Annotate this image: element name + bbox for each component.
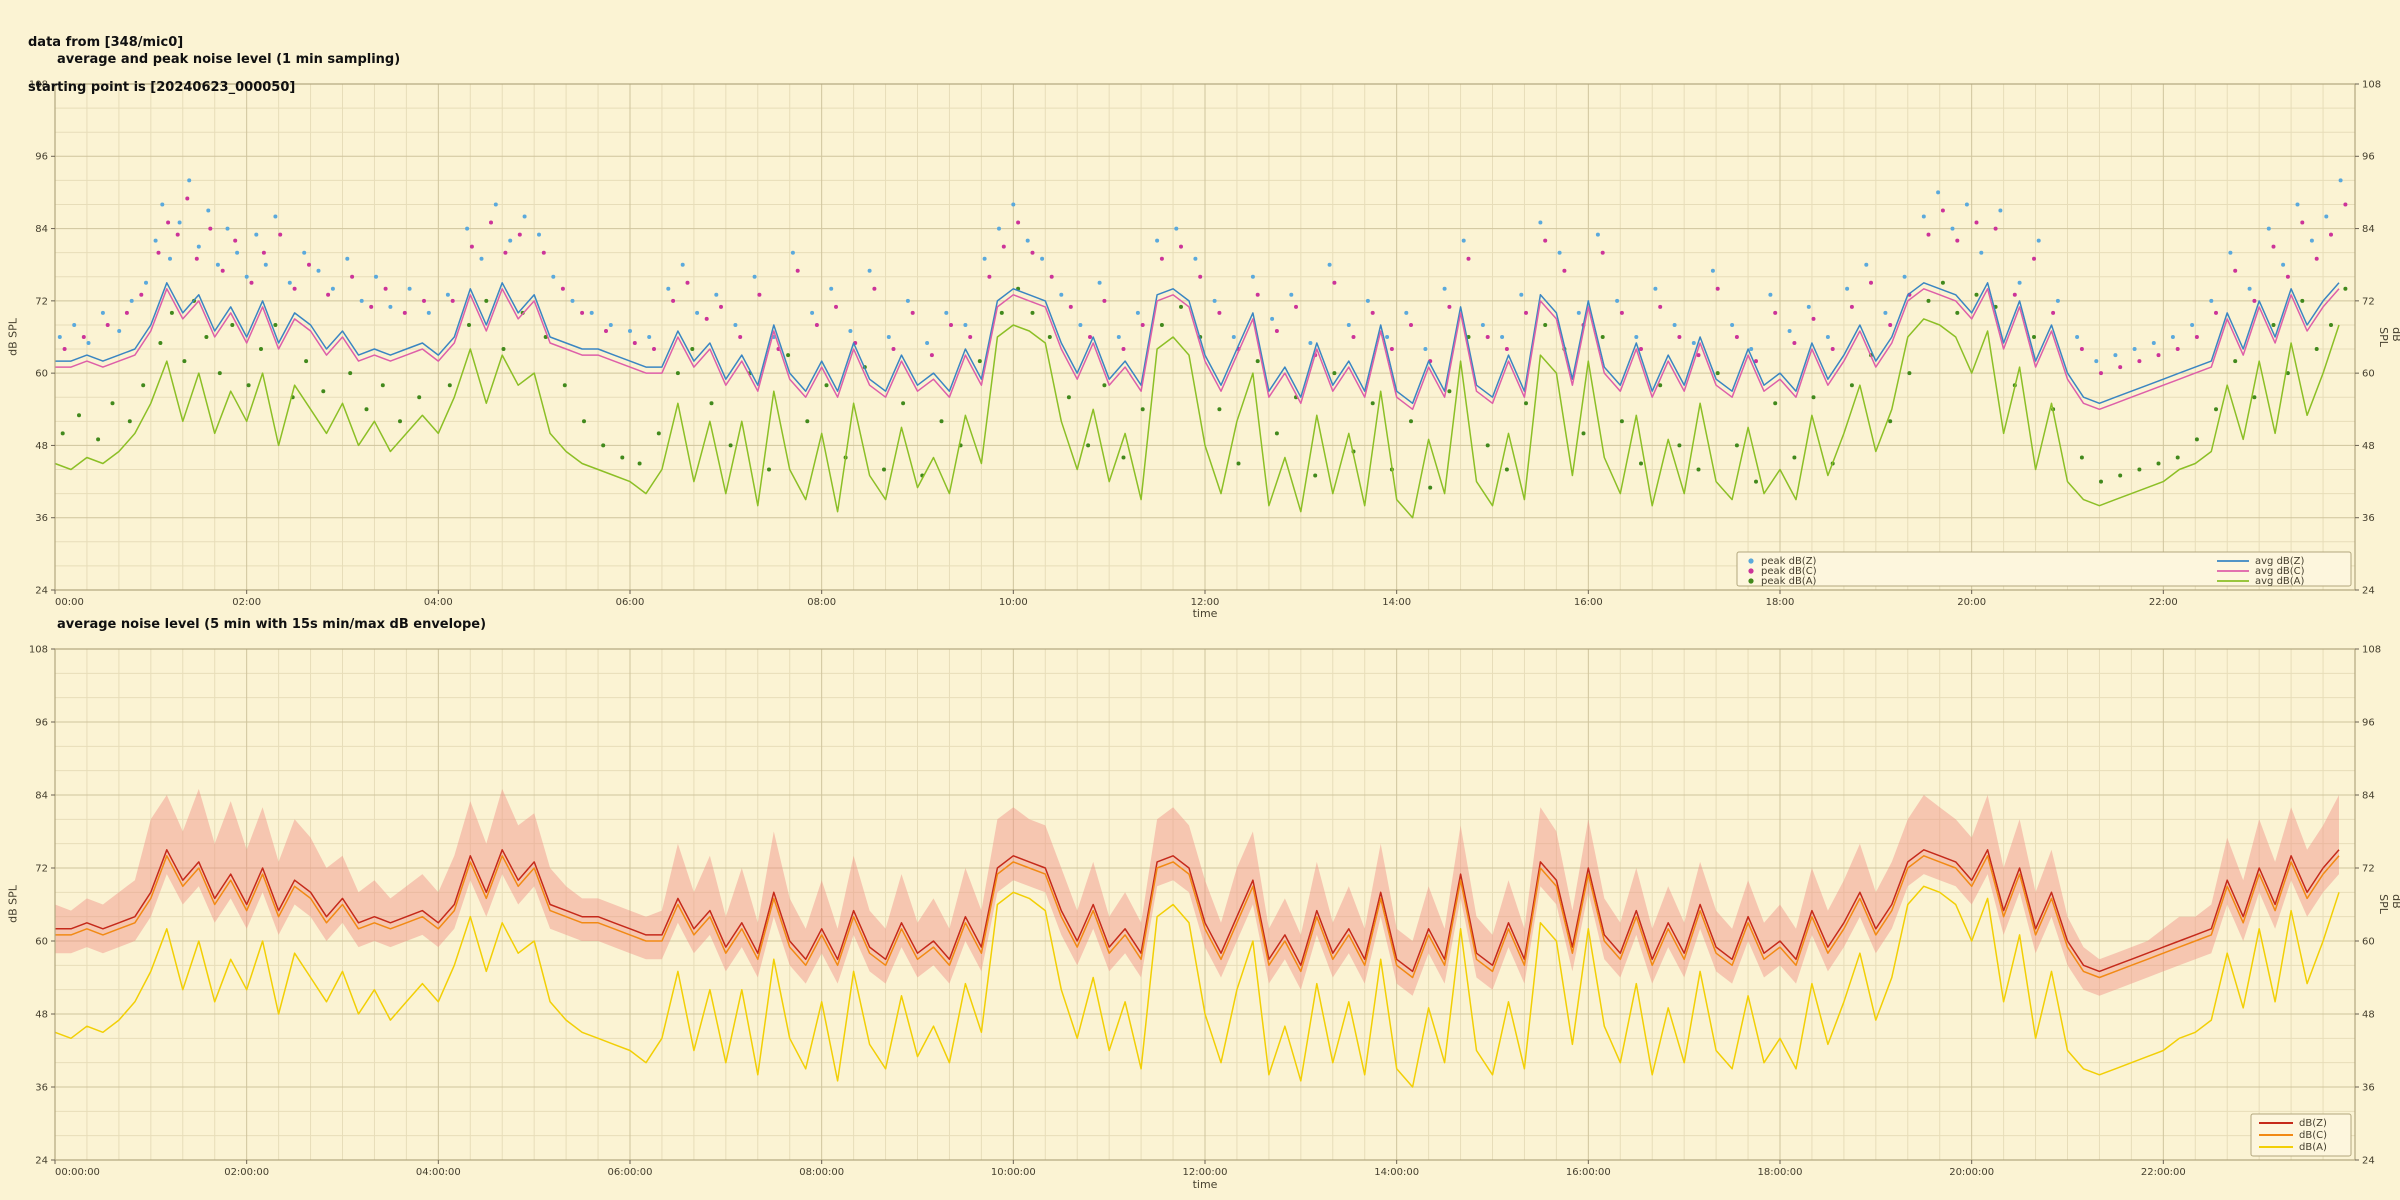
legend-label: peak dB(Z) bbox=[1761, 556, 1817, 567]
svg-text:18:00: 18:00 bbox=[1766, 597, 1795, 608]
legend-label: avg dB(C) bbox=[2255, 566, 2305, 577]
tick-labels: 00:00 02:00 04:00 06:00 08:00 10:00 12:00 14:00… bbox=[29, 79, 2381, 608]
svg-text:00:00:00: 00:00:00 bbox=[55, 1167, 100, 1178]
line-avg-db-c- bbox=[55, 288, 2340, 411]
svg-text:36: 36 bbox=[35, 513, 48, 524]
grid-major bbox=[54, 83, 2355, 591]
tick-labels: 00:00:00 02:00:00 04:00:00 06:00:00 08:00:00… bbox=[29, 644, 2381, 1178]
legend-label: dB(Z) bbox=[2299, 1118, 2327, 1129]
line-db-c- bbox=[55, 855, 2340, 979]
svg-text:24: 24 bbox=[35, 1155, 48, 1166]
svg-text:36: 36 bbox=[35, 1082, 48, 1093]
svg-text:04:00: 04:00 bbox=[424, 597, 453, 608]
svg-text:16:00:00: 16:00:00 bbox=[1566, 1167, 1611, 1178]
svg-text:72: 72 bbox=[35, 296, 48, 307]
svg-text:108: 108 bbox=[29, 644, 48, 655]
svg-text:96: 96 bbox=[35, 152, 48, 163]
svg-text:60: 60 bbox=[35, 936, 48, 947]
svg-text:72: 72 bbox=[35, 863, 48, 874]
chart2-ylabel-right: dB SPL bbox=[2377, 894, 2400, 914]
svg-text:60: 60 bbox=[2362, 936, 2375, 947]
legend-box bbox=[2250, 1113, 2352, 1157]
svg-text:36: 36 bbox=[2362, 513, 2375, 524]
header: data from [348/mic0] starting point is [… bbox=[28, 5, 295, 125]
legend-label: dB(A) bbox=[2299, 1142, 2327, 1153]
legend-marker-peak-db-a- bbox=[1748, 578, 1754, 584]
line-db-a- bbox=[54, 885, 2340, 1088]
svg-text:04:00:00: 04:00:00 bbox=[416, 1167, 461, 1178]
svg-text:06:00: 06:00 bbox=[616, 597, 645, 608]
svg-text:08:00: 08:00 bbox=[807, 597, 836, 608]
svg-text:108: 108 bbox=[29, 79, 48, 90]
svg-text:12:00: 12:00 bbox=[1191, 597, 1220, 608]
chart1-ylabel-right: dB SPL bbox=[2377, 327, 2400, 347]
svg-text:48: 48 bbox=[2362, 441, 2375, 452]
svg-text:96: 96 bbox=[2362, 717, 2375, 728]
svg-text:02:00: 02:00 bbox=[232, 597, 261, 608]
svg-text:84: 84 bbox=[2362, 224, 2375, 235]
svg-text:96: 96 bbox=[35, 717, 48, 728]
legend-label: dB(C) bbox=[2299, 1130, 2327, 1141]
chart-1: 00:00 02:00 04:00 06:00 08:00 10:00 12:00 14:00… bbox=[29, 79, 2381, 608]
svg-text:02:00:00: 02:00:00 bbox=[224, 1167, 269, 1178]
svg-text:22:00: 22:00 bbox=[2149, 597, 2178, 608]
legend-label: peak dB(C) bbox=[1761, 566, 1817, 577]
chart2-title: average noise level (5 min with 15s min/… bbox=[57, 617, 487, 632]
line-avg-db-z- bbox=[55, 282, 2340, 405]
svg-text:24: 24 bbox=[2362, 585, 2375, 596]
svg-text:48: 48 bbox=[35, 441, 48, 452]
svg-text:96: 96 bbox=[2362, 152, 2375, 163]
svg-text:84: 84 bbox=[2362, 790, 2375, 801]
svg-text:14:00: 14:00 bbox=[1382, 597, 1411, 608]
svg-text:72: 72 bbox=[2362, 863, 2375, 874]
svg-text:06:00:00: 06:00:00 bbox=[608, 1167, 653, 1178]
chart2-ylabel-left: dB SPL bbox=[6, 885, 20, 923]
svg-text:48: 48 bbox=[35, 1009, 48, 1020]
svg-text:48: 48 bbox=[2362, 1009, 2375, 1020]
svg-text:00:00: 00:00 bbox=[55, 597, 84, 608]
header-line2: starting point is [20240623_000050] bbox=[28, 80, 296, 95]
scatter-peak-db-c- bbox=[62, 196, 2348, 376]
chart-2: 00:00:00 02:00:00 04:00:00 06:00:00 08:00:00… bbox=[29, 644, 2381, 1178]
svg-text:08:00:00: 08:00:00 bbox=[799, 1167, 844, 1178]
svg-text:10:00: 10:00 bbox=[999, 597, 1028, 608]
svg-text:14:00:00: 14:00:00 bbox=[1374, 1167, 1419, 1178]
svg-text:20:00: 20:00 bbox=[1957, 597, 1986, 608]
svg-text:12:00:00: 12:00:00 bbox=[1183, 1167, 1228, 1178]
legend-label: peak dB(A) bbox=[1761, 576, 1817, 587]
line-avg-db-a- bbox=[54, 318, 2340, 519]
svg-text:108: 108 bbox=[2362, 644, 2381, 655]
legend-marker-peak-db-z- bbox=[1748, 558, 1754, 564]
legend: dB(Z)dB(C)dB(A) bbox=[2250, 1113, 2352, 1157]
svg-text:108: 108 bbox=[2362, 79, 2381, 90]
svg-text:16:00: 16:00 bbox=[1574, 597, 1603, 608]
legend: peak dB(Z)peak dB(C)peak dB(A)avg dB(Z)a… bbox=[1736, 551, 2352, 587]
legend-label: avg dB(Z) bbox=[2255, 556, 2305, 567]
chart1-title: average and peak noise level (1 min samp… bbox=[57, 52, 401, 67]
svg-text:60: 60 bbox=[2362, 369, 2375, 380]
line-db-z- bbox=[55, 849, 2340, 973]
chart1-ylabel-left: dB SPL bbox=[6, 318, 20, 356]
header-line1: data from [348/mic0] bbox=[28, 35, 184, 50]
svg-text:24: 24 bbox=[2362, 1155, 2375, 1166]
chart2-xlabel: time bbox=[1192, 1178, 1218, 1191]
svg-text:10:00:00: 10:00:00 bbox=[991, 1167, 1036, 1178]
svg-text:20:00:00: 20:00:00 bbox=[1949, 1167, 1994, 1178]
svg-text:22:00:00: 22:00:00 bbox=[2141, 1167, 2186, 1178]
legend-label: avg dB(A) bbox=[2255, 576, 2305, 587]
legend-marker-peak-db-c- bbox=[1748, 568, 1754, 574]
svg-text:84: 84 bbox=[35, 224, 48, 235]
svg-text:24: 24 bbox=[35, 585, 48, 596]
svg-text:84: 84 bbox=[35, 790, 48, 801]
legend-box bbox=[1736, 551, 2352, 587]
svg-text:72: 72 bbox=[2362, 296, 2375, 307]
svg-text:18:00:00: 18:00:00 bbox=[1758, 1167, 1803, 1178]
svg-text:60: 60 bbox=[35, 369, 48, 380]
chart1-xlabel: time bbox=[1192, 607, 1218, 620]
minmax-envelope bbox=[55, 788, 2339, 996]
svg-text:36: 36 bbox=[2362, 1082, 2375, 1093]
